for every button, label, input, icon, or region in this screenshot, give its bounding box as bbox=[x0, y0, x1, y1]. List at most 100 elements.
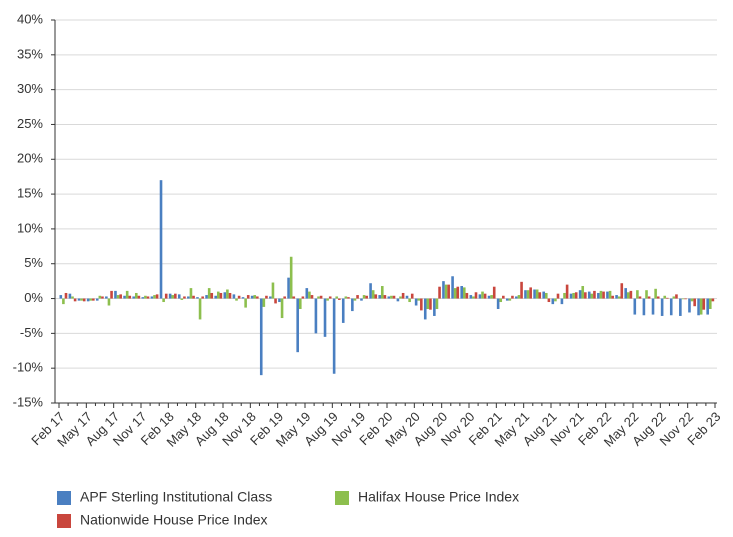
bar bbox=[338, 298, 341, 300]
bar bbox=[578, 290, 582, 299]
bar bbox=[292, 296, 296, 299]
bar bbox=[362, 295, 366, 299]
bar bbox=[697, 298, 700, 316]
bar bbox=[168, 293, 172, 299]
bar bbox=[269, 296, 272, 299]
bar bbox=[180, 298, 184, 300]
bar bbox=[593, 290, 596, 299]
bar bbox=[171, 295, 175, 299]
bar bbox=[423, 298, 427, 320]
bar bbox=[533, 289, 536, 299]
bar bbox=[693, 298, 696, 307]
bar bbox=[435, 298, 439, 309]
bar bbox=[699, 298, 703, 315]
bar bbox=[426, 298, 430, 309]
y-tick-label: 20% bbox=[17, 151, 43, 166]
bar bbox=[317, 296, 320, 299]
bar bbox=[472, 296, 475, 299]
bar bbox=[341, 298, 345, 323]
bar bbox=[380, 286, 384, 299]
bar bbox=[164, 293, 168, 299]
bar bbox=[232, 294, 236, 299]
bar bbox=[642, 298, 646, 316]
bar bbox=[89, 298, 93, 301]
bar bbox=[396, 298, 400, 302]
bar bbox=[656, 296, 660, 299]
bar bbox=[262, 298, 266, 307]
bar bbox=[235, 298, 238, 301]
bar bbox=[128, 295, 132, 299]
bar bbox=[259, 298, 263, 376]
bar bbox=[189, 288, 193, 299]
bar bbox=[371, 290, 375, 299]
bar bbox=[250, 295, 254, 299]
bar bbox=[289, 256, 293, 299]
bar bbox=[174, 293, 177, 299]
bar bbox=[383, 295, 387, 299]
bar bbox=[515, 296, 518, 299]
bar bbox=[542, 291, 545, 299]
bar bbox=[244, 298, 247, 308]
bar bbox=[177, 294, 181, 299]
bar bbox=[92, 298, 95, 301]
legend-label: APF Sterling Institutional Class bbox=[80, 489, 272, 505]
bar bbox=[298, 298, 302, 309]
bar bbox=[110, 290, 113, 299]
y-tick-label: 25% bbox=[17, 116, 43, 131]
bar bbox=[71, 296, 74, 299]
bar bbox=[399, 296, 402, 299]
bar bbox=[226, 289, 229, 299]
bar bbox=[414, 298, 418, 306]
bar bbox=[101, 296, 104, 299]
bar bbox=[535, 289, 539, 299]
bar bbox=[192, 295, 195, 299]
bar bbox=[405, 295, 409, 299]
bar bbox=[490, 295, 493, 299]
bar bbox=[556, 293, 560, 299]
bar bbox=[77, 298, 81, 301]
bar bbox=[438, 286, 441, 299]
bar bbox=[62, 298, 65, 305]
bar bbox=[483, 293, 487, 299]
legend-swatch bbox=[57, 491, 71, 505]
bar bbox=[241, 297, 245, 299]
bar bbox=[669, 298, 673, 316]
bar bbox=[474, 292, 478, 299]
bar bbox=[347, 297, 350, 299]
bar bbox=[460, 286, 463, 299]
bar bbox=[374, 294, 378, 299]
bar bbox=[569, 293, 573, 299]
bar bbox=[134, 292, 138, 299]
bar bbox=[465, 292, 469, 299]
bar bbox=[420, 298, 423, 311]
bar bbox=[278, 298, 281, 303]
legend-label: Halifax House Price Index bbox=[358, 489, 519, 505]
bar bbox=[246, 295, 250, 299]
bar bbox=[351, 298, 354, 312]
bar bbox=[505, 298, 509, 301]
bar bbox=[602, 291, 605, 299]
bar bbox=[599, 290, 603, 299]
bar bbox=[688, 298, 691, 313]
bar bbox=[626, 292, 630, 299]
legend-label: Nationwide House Price Index bbox=[80, 512, 268, 528]
bar bbox=[98, 295, 102, 299]
bar bbox=[587, 291, 591, 299]
bar bbox=[68, 293, 72, 299]
bar bbox=[433, 298, 436, 316]
bar bbox=[216, 291, 220, 299]
bar bbox=[332, 298, 336, 374]
bar bbox=[150, 296, 154, 299]
bar bbox=[237, 295, 241, 299]
bar bbox=[369, 283, 372, 299]
bar bbox=[408, 298, 411, 303]
bar bbox=[581, 286, 585, 299]
bar bbox=[638, 296, 642, 299]
bar bbox=[144, 295, 147, 299]
bar bbox=[274, 298, 277, 304]
bar bbox=[319, 295, 323, 299]
bar bbox=[429, 298, 432, 310]
y-tick-label: 30% bbox=[17, 81, 43, 96]
bar bbox=[390, 295, 393, 299]
bar bbox=[660, 298, 664, 316]
